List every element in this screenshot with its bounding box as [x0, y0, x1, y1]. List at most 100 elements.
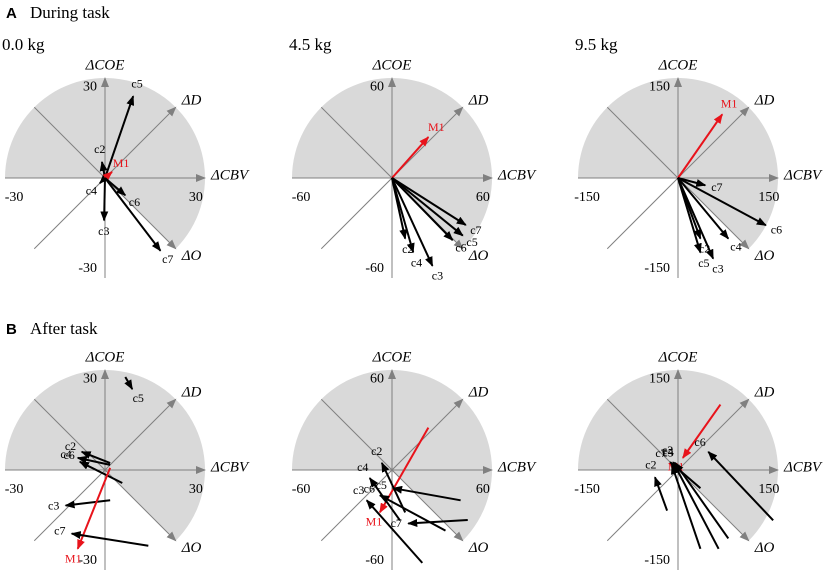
vector-arrow — [104, 177, 162, 252]
vector-label: c6 — [364, 481, 375, 495]
vector-arrow — [670, 464, 702, 550]
x-tick-label: -60 — [292, 482, 311, 497]
axis-label: ΔCBV — [497, 459, 537, 475]
vector-label: c5 — [662, 446, 673, 460]
vector-arrow — [391, 177, 464, 237]
vector-arrow — [391, 177, 467, 226]
y-tick-label: -60 — [365, 553, 384, 568]
vector-label: c6 — [63, 448, 74, 462]
y-tick-label: -150 — [644, 261, 670, 276]
vector-label: c4 — [86, 183, 97, 197]
vector-label: c5 — [466, 235, 477, 249]
x-tick-label: -30 — [5, 190, 24, 205]
vector-arrow — [677, 177, 702, 240]
vector-arrow — [76, 455, 111, 466]
vector-arrow — [391, 136, 430, 179]
x-tick-label: 60 — [476, 190, 490, 205]
vector-arrow — [102, 171, 113, 181]
vector-label: c3 — [98, 224, 109, 238]
axis-label: ΔO — [754, 540, 775, 556]
vector-label: c5 — [698, 256, 709, 270]
vector-label: c6 — [771, 223, 782, 237]
y-tick-label: 30 — [83, 79, 97, 94]
vector-arrow — [378, 494, 446, 532]
y-tick-label: 150 — [649, 371, 670, 386]
vector-label: c6 — [129, 195, 140, 209]
x-tick-label: 30 — [189, 482, 203, 497]
axis-label: ΔCOE — [658, 349, 698, 365]
axis-label: ΔO — [468, 540, 489, 556]
vector-label: c4 — [730, 240, 741, 254]
x-tick-label: 60 — [476, 482, 490, 497]
vector-label: c6 — [694, 435, 705, 449]
vector-arrow — [64, 499, 111, 509]
axis-label: ΔO — [468, 248, 489, 264]
vector-label: c2 — [94, 142, 105, 156]
chart-title: 0.0 kg — [2, 35, 45, 54]
axis-label: ΔO — [181, 540, 202, 556]
vector-label: c7 — [711, 180, 722, 194]
axis-label: ΔD — [468, 385, 489, 401]
vector-label: c4 — [60, 447, 71, 461]
vector-label: c3 — [712, 261, 723, 275]
vector-label: c3 — [353, 483, 364, 497]
axis-line — [320, 398, 464, 542]
vector-label: c7 — [391, 516, 402, 530]
y-tick-label: 60 — [370, 371, 384, 386]
vector-label: c3 — [662, 443, 673, 457]
chart-title: 9.5 kg — [575, 35, 618, 54]
panel-title: After task — [30, 319, 98, 338]
vector-label: c7 — [54, 524, 65, 538]
chart-title: 4.5 kg — [289, 35, 332, 54]
axis-label: ΔCBV — [497, 167, 537, 183]
axis-label: ΔO — [181, 248, 202, 264]
vector-label: c2 — [645, 458, 656, 472]
panel-letter: A — [6, 5, 17, 22]
x-tick-label: 150 — [758, 190, 779, 205]
axis-label: ΔCBV — [783, 459, 823, 475]
panel-letter: B — [6, 321, 17, 338]
x-tick-label: 150 — [758, 482, 779, 497]
vector-arrow — [365, 499, 424, 564]
vector-arrow — [391, 177, 454, 241]
y-tick-label: 150 — [649, 79, 670, 94]
vector-label: c2 — [371, 444, 382, 458]
axis-label: ΔCOE — [85, 57, 125, 73]
axis-label: ΔD — [181, 385, 202, 401]
vector-arrow — [677, 113, 724, 179]
axis-label: ΔD — [181, 93, 202, 109]
vector-arrow — [100, 177, 109, 222]
vector-arrow — [707, 451, 774, 521]
vector-arrow — [78, 460, 123, 484]
axis-label: ΔO — [754, 248, 775, 264]
vector-label: c5 — [376, 478, 387, 492]
vector-label: c2 — [65, 439, 76, 453]
y-tick-label: 60 — [370, 79, 384, 94]
vector-arrow — [391, 177, 434, 267]
axis-label: ΔCOE — [658, 57, 698, 73]
vector-label: c5 — [131, 77, 142, 91]
vector-label: M1 — [721, 96, 738, 110]
vector-arrow — [407, 518, 468, 527]
vector-label: c2 — [699, 242, 710, 256]
vector-label: c7 — [162, 252, 173, 266]
vector-label: M1 — [366, 515, 383, 529]
vector-label: c4 — [662, 445, 673, 459]
vector-arrow — [80, 450, 111, 464]
axis-label: ΔCOE — [85, 349, 125, 365]
axis-label: ΔCBV — [783, 167, 823, 183]
vector-arrow — [677, 177, 707, 187]
vector-arrow — [682, 403, 722, 459]
vector-arrow — [104, 95, 135, 179]
vector-arrow — [677, 177, 730, 240]
vector-label: c4 — [411, 256, 422, 270]
vector-label: c3 — [48, 499, 59, 513]
vector-arrow — [391, 177, 415, 254]
vector-label: c5 — [133, 391, 144, 405]
vector-arrow — [677, 177, 767, 227]
x-tick-label: -60 — [292, 190, 311, 205]
vector-label: c7 — [655, 446, 666, 460]
vector-arrow — [654, 476, 669, 511]
y-tick-label: 30 — [83, 371, 97, 386]
y-tick-label: -30 — [78, 261, 97, 276]
